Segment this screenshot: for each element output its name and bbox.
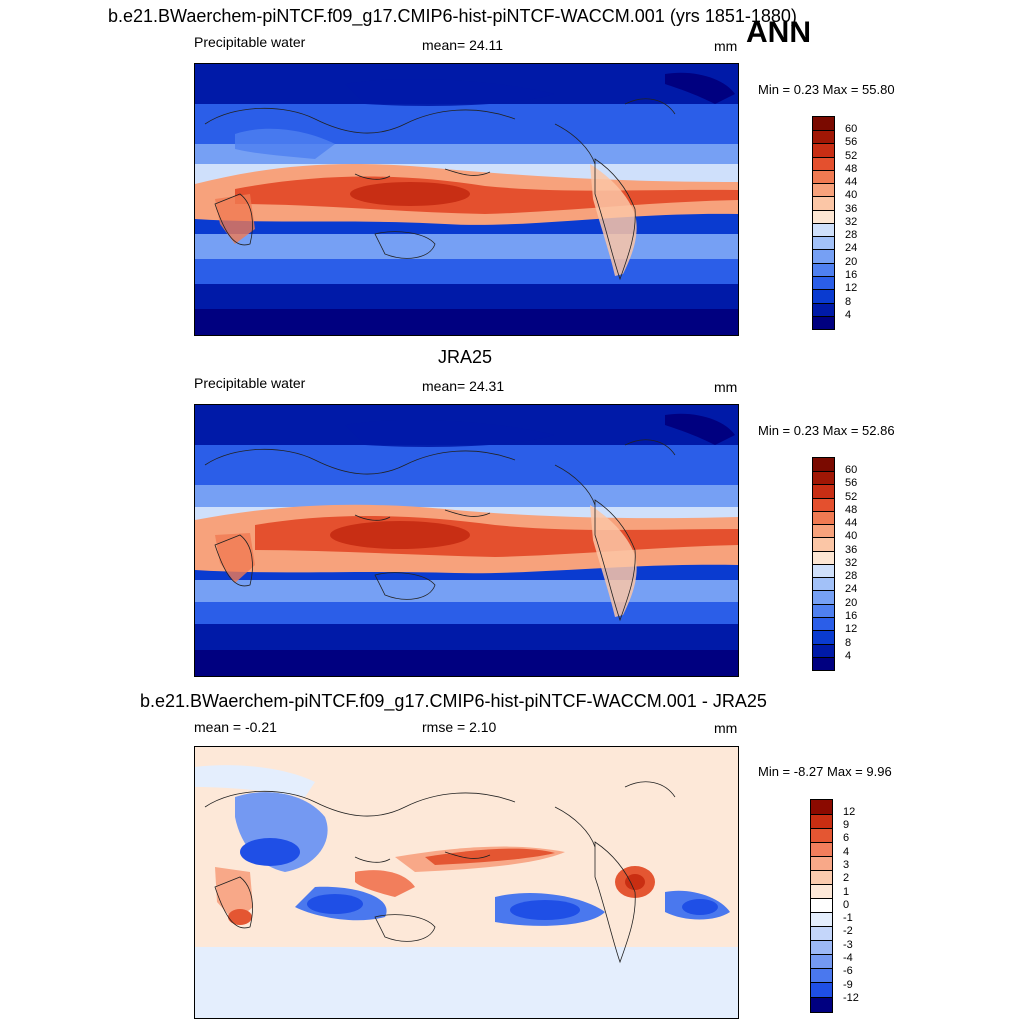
cbar-tick: 56 xyxy=(845,136,858,148)
cbar-tick: 0 xyxy=(843,899,850,911)
cbar-tick: -9 xyxy=(843,979,853,991)
cbar-tick: 28 xyxy=(845,229,858,241)
panel2-units: mm xyxy=(714,379,738,395)
panel3-rmse: rmse = 2.10 xyxy=(422,719,497,735)
panel2-colorbar xyxy=(812,457,835,671)
panel1-minmax: Min = 0.23 Max = 55.80 xyxy=(758,82,895,97)
cbar-tick: 60 xyxy=(845,464,858,476)
cbar-tick: 12 xyxy=(843,806,856,818)
cbar-tick: 24 xyxy=(845,583,858,595)
panel3-colorbar xyxy=(810,799,833,1013)
cbar-tick: 4 xyxy=(843,846,850,858)
cbar-tick: 12 xyxy=(845,282,858,294)
cbar-tick: 52 xyxy=(845,150,858,162)
cbar-tick: 44 xyxy=(845,517,858,529)
cbar-tick: 16 xyxy=(845,269,858,281)
cbar-tick: 48 xyxy=(845,163,858,175)
panel2-field xyxy=(195,405,738,676)
panel1-units: mm xyxy=(714,38,738,54)
panel1-title: b.e21.BWaerchem-piNTCF.f09_g17.CMIP6-his… xyxy=(108,6,797,26)
panel3-field xyxy=(195,747,738,1018)
panel2-title: JRA25 xyxy=(438,347,493,367)
panel3-title: b.e21.BWaerchem-piNTCF.f09_g17.CMIP6-his… xyxy=(140,691,767,711)
panel1-colorbar xyxy=(812,116,835,330)
cbar-tick: -2 xyxy=(843,925,853,937)
cbar-tick: 1 xyxy=(843,886,850,898)
cbar-tick: -4 xyxy=(843,952,853,964)
cbar-tick: -12 xyxy=(843,992,859,1004)
cbar-tick: 28 xyxy=(845,570,858,582)
cbar-tick: 60 xyxy=(845,123,858,135)
cbar-tick: 56 xyxy=(845,477,858,489)
cbar-tick: 6 xyxy=(843,832,850,844)
cbar-tick: -6 xyxy=(843,965,853,977)
cbar-tick: 48 xyxy=(845,504,858,516)
panel2-map xyxy=(194,404,739,677)
cbar-tick: -1 xyxy=(843,912,853,924)
cbar-tick: 32 xyxy=(845,216,858,228)
cbar-tick: 32 xyxy=(845,557,858,569)
cbar-tick: 4 xyxy=(845,309,852,321)
panel1-map xyxy=(194,63,739,336)
cbar-tick: 44 xyxy=(845,176,858,188)
cbar-tick: 4 xyxy=(845,650,852,662)
cbar-tick: 8 xyxy=(845,637,852,649)
panel3-mean: mean = -0.21 xyxy=(194,719,277,735)
panel3-units: mm xyxy=(714,720,738,736)
cbar-tick: 20 xyxy=(845,597,858,609)
cbar-tick: 36 xyxy=(845,203,858,215)
cbar-tick: 12 xyxy=(845,623,858,635)
cbar-tick: 52 xyxy=(845,491,858,503)
cbar-tick: 40 xyxy=(845,530,858,542)
season-label: ANN xyxy=(746,16,811,49)
panel1-field xyxy=(195,64,738,335)
cbar-tick: 40 xyxy=(845,189,858,201)
cbar-tick: 9 xyxy=(843,819,850,831)
cbar-tick: 8 xyxy=(845,296,852,308)
cbar-tick: 3 xyxy=(843,859,850,871)
panel1-mean: mean= 24.11 xyxy=(422,37,504,53)
panel2-minmax: Min = 0.23 Max = 52.86 xyxy=(758,423,895,438)
panel3-minmax: Min = -8.27 Max = 9.96 xyxy=(758,764,892,779)
cbar-tick: 20 xyxy=(845,256,858,268)
panel3-map xyxy=(194,746,739,1019)
panel2-variable: Precipitable water xyxy=(194,375,306,391)
panel1-variable: Precipitable water xyxy=(194,34,306,50)
cbar-tick: 2 xyxy=(843,872,850,884)
cbar-tick: 24 xyxy=(845,242,858,254)
cbar-tick: 36 xyxy=(845,544,858,556)
cbar-tick: 16 xyxy=(845,610,858,622)
cbar-tick: -3 xyxy=(843,939,853,951)
panel2-mean: mean= 24.31 xyxy=(422,378,505,394)
